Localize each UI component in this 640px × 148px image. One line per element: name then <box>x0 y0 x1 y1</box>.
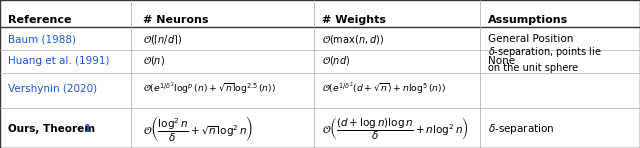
Text: # Weights: # Weights <box>322 15 386 25</box>
Text: Assumptions: Assumptions <box>488 15 568 25</box>
Text: Baum (1988): Baum (1988) <box>8 34 76 44</box>
Text: $\mathcal{O}(\lceil n/d\rceil)$: $\mathcal{O}(\lceil n/d\rceil)$ <box>143 33 182 46</box>
Text: $\mathcal{O}(e^{1/\delta^2}\log^p(n)+\sqrt{n}\log^{2.5}(n))$: $\mathcal{O}(e^{1/\delta^2}\log^p(n)+\sq… <box>143 81 276 97</box>
Text: None: None <box>488 56 515 66</box>
Text: $\mathcal{O}\left(\dfrac{\log^2 n}{\delta}+\sqrt{n}\log^2 n\right)$: $\mathcal{O}\left(\dfrac{\log^2 n}{\delt… <box>143 114 253 143</box>
Text: Ours, Theorem: Ours, Theorem <box>8 124 99 134</box>
Text: Vershynin (2020): Vershynin (2020) <box>8 84 97 94</box>
Text: $\delta$-separation, points lie: $\delta$-separation, points lie <box>488 45 602 59</box>
Text: $\mathcal{O}(e^{1/\delta^2}(d+\sqrt{n})+n\log^5(n))$: $\mathcal{O}(e^{1/\delta^2}(d+\sqrt{n})+… <box>322 81 446 97</box>
Text: $\mathcal{O}(\max(n,d))$: $\mathcal{O}(\max(n,d))$ <box>322 33 384 46</box>
Text: # Neurons: # Neurons <box>143 15 208 25</box>
Text: General Position: General Position <box>488 34 573 44</box>
Text: Huang et al. (1991): Huang et al. (1991) <box>8 56 110 66</box>
Text: $\mathcal{O}\left(\dfrac{(d+\log n)\log n}{\delta}+n\log^2 n\right)$: $\mathcal{O}\left(\dfrac{(d+\log n)\log … <box>322 115 468 142</box>
Text: on the unit sphere: on the unit sphere <box>488 63 579 73</box>
Text: $\mathcal{O}(nd)$: $\mathcal{O}(nd)$ <box>322 54 350 67</box>
Text: $\delta$-separation: $\delta$-separation <box>488 122 555 136</box>
Text: $\mathcal{O}(n)$: $\mathcal{O}(n)$ <box>143 54 165 67</box>
Text: Reference: Reference <box>8 15 72 25</box>
Text: 1: 1 <box>84 124 91 134</box>
